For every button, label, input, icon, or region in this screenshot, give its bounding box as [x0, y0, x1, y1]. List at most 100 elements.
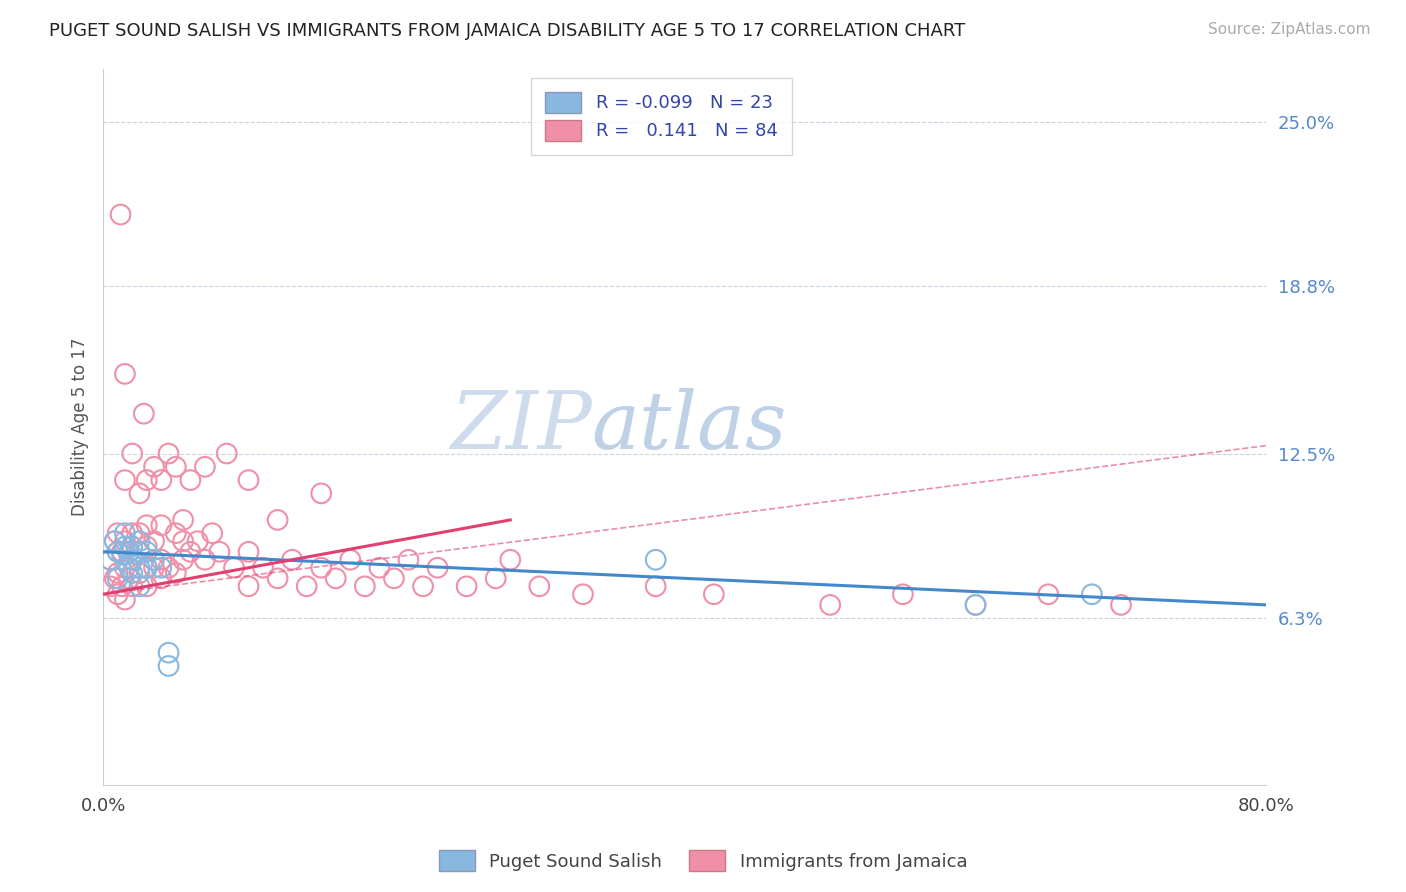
Point [398, 553, 420, 567]
Point [135, 579, 157, 593]
Legend: Puget Sound Salish, Immigrants from Jamaica: Puget Sound Salish, Immigrants from Jama… [432, 843, 974, 879]
Point [426, 560, 449, 574]
Point [150, 473, 173, 487]
Point [165, 459, 187, 474]
Point [194, 459, 217, 474]
Point [703, 587, 725, 601]
Point [121, 553, 143, 567]
Point [499, 553, 522, 567]
Point [118, 545, 141, 559]
Point [965, 598, 987, 612]
Point [100, 553, 122, 567]
Point [309, 486, 332, 500]
Point [165, 566, 187, 580]
Point [118, 545, 141, 559]
Point [891, 587, 914, 601]
Point [281, 553, 304, 567]
Point [1038, 587, 1060, 601]
Point [128, 526, 150, 541]
Point [325, 571, 347, 585]
Text: PUGET SOUND SALISH VS IMMIGRANTS FROM JAMAICA DISABILITY AGE 5 TO 17 CORRELATION: PUGET SOUND SALISH VS IMMIGRANTS FROM JA… [49, 22, 966, 40]
Point [143, 459, 166, 474]
Point [128, 534, 150, 549]
Point [128, 545, 150, 559]
Point [172, 553, 194, 567]
Point [121, 540, 143, 554]
Point [128, 566, 150, 580]
Point [309, 560, 332, 574]
Point [107, 545, 129, 559]
Point [107, 526, 129, 541]
Point [100, 553, 122, 567]
Point [128, 545, 150, 559]
Point [121, 553, 143, 567]
Point [412, 579, 434, 593]
Point [238, 579, 260, 593]
Point [157, 560, 180, 574]
Point [118, 560, 141, 574]
Point [179, 473, 201, 487]
Point [121, 540, 143, 554]
Point [295, 579, 318, 593]
Point [114, 367, 136, 381]
Point [222, 560, 245, 574]
Point [118, 571, 141, 585]
Point [135, 560, 157, 574]
Text: atlas: atlas [592, 388, 787, 466]
Point [135, 545, 157, 559]
Point [1109, 598, 1132, 612]
Point [135, 518, 157, 533]
Point [201, 526, 224, 541]
Point [644, 553, 666, 567]
Point [135, 540, 157, 554]
Point [266, 513, 288, 527]
Point [114, 473, 136, 487]
Point [104, 534, 127, 549]
Legend: R = -0.099   N = 23, R =   0.141   N = 84: R = -0.099 N = 23, R = 0.141 N = 84 [531, 78, 792, 155]
Point [114, 526, 136, 541]
Point [143, 553, 166, 567]
Point [150, 553, 173, 567]
Point [107, 571, 129, 585]
Point [114, 560, 136, 574]
Point [104, 571, 127, 585]
Point [644, 579, 666, 593]
Point [114, 592, 136, 607]
Point [157, 446, 180, 460]
Point [143, 560, 166, 574]
Point [121, 446, 143, 460]
Point [157, 646, 180, 660]
Point [128, 486, 150, 500]
Point [179, 545, 201, 559]
Point [107, 545, 129, 559]
Point [529, 579, 551, 593]
Text: ZIP: ZIP [450, 388, 592, 466]
Point [215, 446, 238, 460]
Point [172, 534, 194, 549]
Point [194, 553, 217, 567]
Point [111, 548, 134, 562]
Point [818, 598, 841, 612]
Point [965, 598, 987, 612]
Point [135, 560, 157, 574]
Point [238, 473, 260, 487]
Point [266, 571, 288, 585]
Point [368, 560, 391, 574]
Point [150, 571, 173, 585]
Point [128, 560, 150, 574]
Y-axis label: Disability Age 5 to 17: Disability Age 5 to 17 [72, 338, 89, 516]
Point [121, 566, 143, 580]
Point [111, 545, 134, 559]
Point [208, 545, 231, 559]
Point [135, 473, 157, 487]
Point [114, 534, 136, 549]
Point [121, 579, 143, 593]
Point [485, 571, 508, 585]
Point [172, 513, 194, 527]
Point [238, 545, 260, 559]
Point [187, 534, 209, 549]
Point [143, 534, 166, 549]
Point [1081, 587, 1104, 601]
Point [132, 407, 155, 421]
Point [382, 571, 405, 585]
